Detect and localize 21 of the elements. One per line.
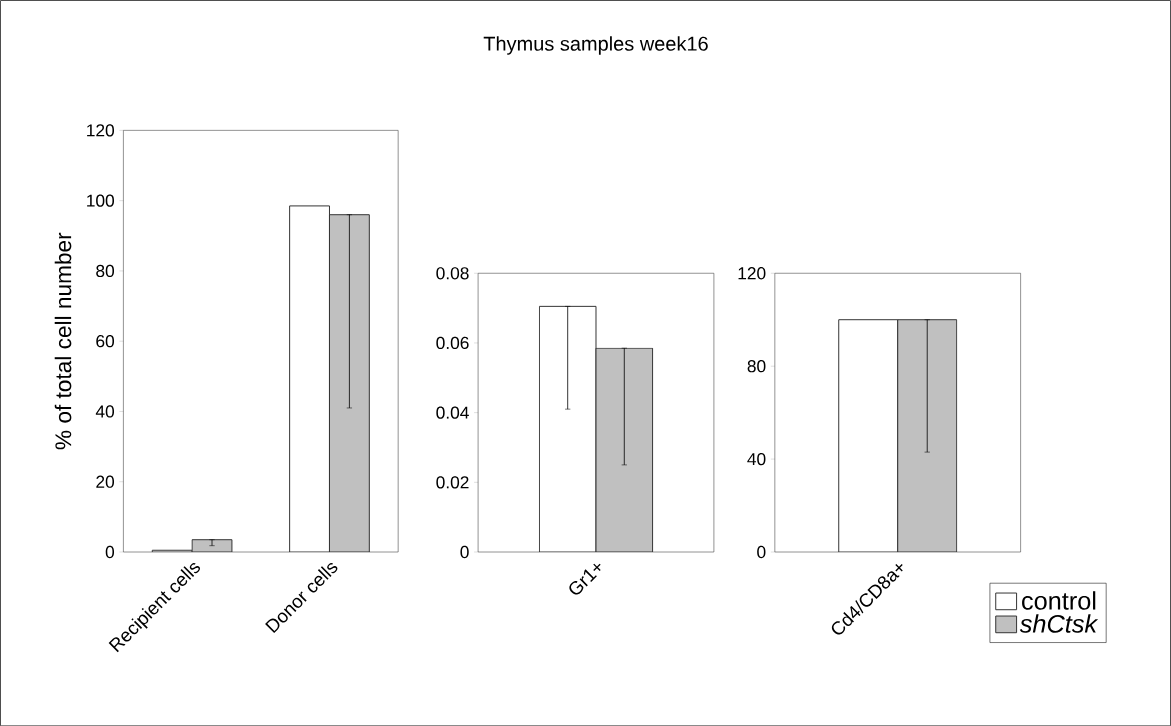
y-tick-label: 120 (87, 124, 115, 137)
y-tick-label: 60 (96, 334, 115, 348)
y-tick-label: 120 (738, 266, 766, 280)
chart-title: Thymus samples week16 (483, 35, 708, 55)
y-tick-label: 0 (105, 545, 115, 558)
x-tick-label: Gr1+ (569, 563, 601, 595)
y-tick-label: 80 (96, 264, 115, 277)
text: control (1022, 591, 1096, 610)
y-tick-label: 0.06 (436, 336, 469, 349)
y-tick-label: 0 (460, 545, 469, 558)
y-tick-label: 0.02 (436, 476, 469, 489)
y-tick-label: 0 (757, 545, 766, 558)
y-tick-label: 40 (747, 452, 766, 466)
y-tick-label: 0.04 (436, 406, 469, 419)
legend-label: shCtsk (1019, 614, 1099, 633)
y-tick-label: 100 (87, 194, 115, 207)
y-tick-label: 80 (747, 359, 766, 373)
y-tick-label: 40 (95, 405, 115, 418)
y-tick-label: 20 (96, 475, 115, 488)
y-axis-title: % of total cell number (54, 232, 72, 450)
y-tick-label: 0.08 (436, 266, 469, 280)
